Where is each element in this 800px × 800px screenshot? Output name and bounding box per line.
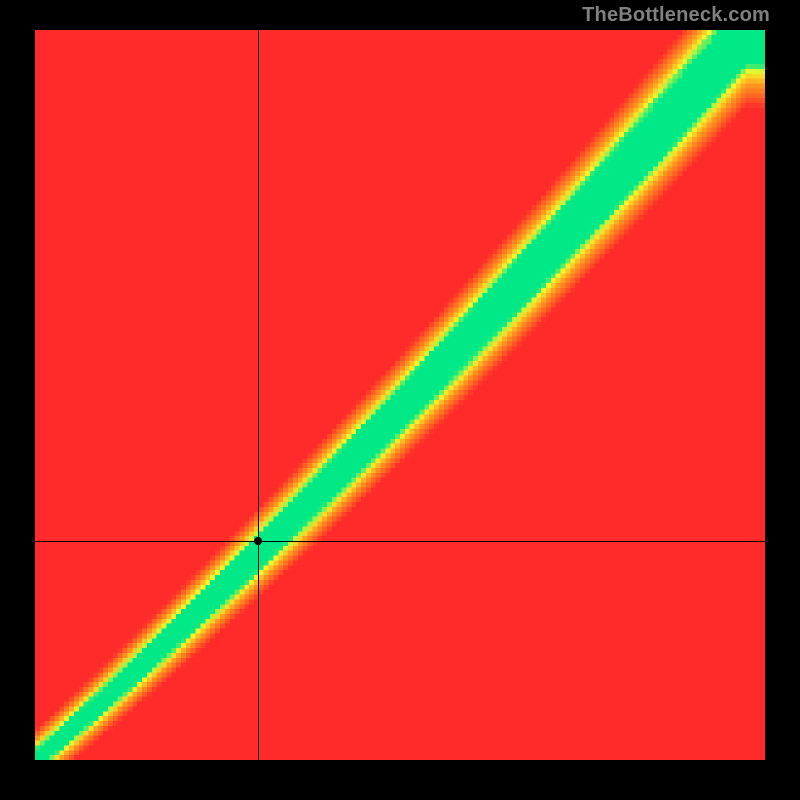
- selection-marker: [254, 537, 262, 545]
- crosshair-vertical: [258, 30, 259, 760]
- plot-area: [35, 30, 765, 760]
- crosshair-horizontal: [35, 541, 765, 542]
- bottleneck-heatmap: [35, 30, 765, 760]
- watermark-label: TheBottleneck.com: [582, 4, 770, 27]
- chart-container: TheBottleneck.com: [0, 0, 800, 800]
